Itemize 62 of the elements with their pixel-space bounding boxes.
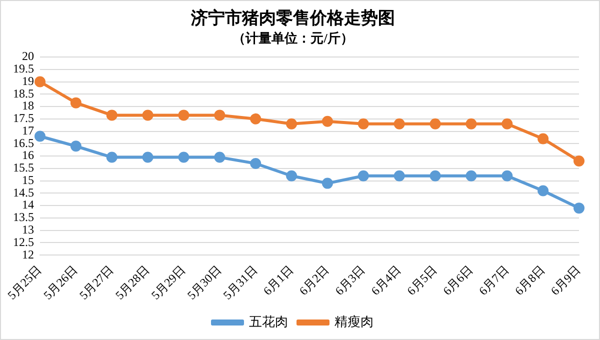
point	[214, 110, 226, 121]
y-tick-label: 13.5	[13, 210, 34, 224]
x-tick-label: 6月4日	[368, 262, 404, 298]
point	[70, 140, 82, 152]
point	[502, 118, 513, 130]
y-tick-label: 12	[22, 247, 34, 262]
point	[322, 178, 333, 189]
y-tick-label: 20	[22, 49, 34, 64]
y-tick-label: 14	[22, 198, 34, 212]
y-tick-label: 14.5	[13, 185, 34, 200]
point	[142, 110, 154, 121]
y-tick-label: 17.5	[13, 111, 34, 126]
chart-subtitle: （计量单位：元/斤）	[232, 30, 354, 46]
y-tick-label: 19.5	[13, 62, 34, 76]
y-tick-label: 15.5	[13, 160, 34, 175]
point	[286, 170, 298, 182]
point	[322, 116, 333, 127]
point	[250, 113, 262, 124]
point	[178, 152, 190, 163]
point	[34, 76, 46, 88]
y-tick-label: 19	[22, 74, 34, 88]
x-tick-label: 6月3日	[332, 262, 368, 298]
point	[574, 202, 584, 214]
y-tick-label: 17	[22, 123, 34, 138]
chart-title: 济宁市猪肉零售价格走势图	[190, 8, 395, 28]
x-tick-label: 6月1日	[260, 262, 296, 298]
point	[70, 97, 82, 108]
point	[574, 156, 584, 167]
point	[142, 152, 154, 163]
point	[430, 118, 441, 130]
point	[358, 170, 369, 182]
x-tick-label: 6月8日	[512, 262, 548, 298]
point	[178, 110, 190, 121]
legend-label: 五花肉	[249, 314, 288, 329]
point	[394, 118, 405, 130]
point	[466, 170, 477, 182]
point	[466, 118, 477, 130]
point	[538, 185, 549, 196]
x-tick-label: 6月2日	[296, 262, 332, 298]
x-tick-label: 6月7日	[476, 262, 512, 298]
point	[394, 170, 405, 182]
y-tick-label: 13	[22, 222, 34, 237]
y-tick-label: 16	[22, 148, 34, 162]
point	[502, 170, 513, 182]
point	[538, 133, 549, 144]
point	[214, 152, 226, 163]
y-tick-label: 18	[22, 98, 34, 113]
point	[106, 110, 118, 121]
point	[34, 130, 46, 142]
y-tick-label: 15	[22, 172, 34, 187]
x-tick-label: 6月5日	[404, 262, 440, 298]
y-tick-label: 18.5	[13, 86, 34, 100]
legend-label: 精瘦肉	[334, 314, 374, 329]
point	[250, 158, 262, 169]
point	[106, 152, 118, 163]
point	[358, 118, 369, 130]
y-tick-label: 12.5	[13, 234, 34, 249]
x-tick-label: 6月9日	[548, 262, 584, 298]
y-tick-label: 16.5	[13, 136, 34, 150]
point	[286, 118, 298, 130]
x-tick-label: 6月6日	[440, 262, 476, 298]
point	[430, 170, 441, 182]
